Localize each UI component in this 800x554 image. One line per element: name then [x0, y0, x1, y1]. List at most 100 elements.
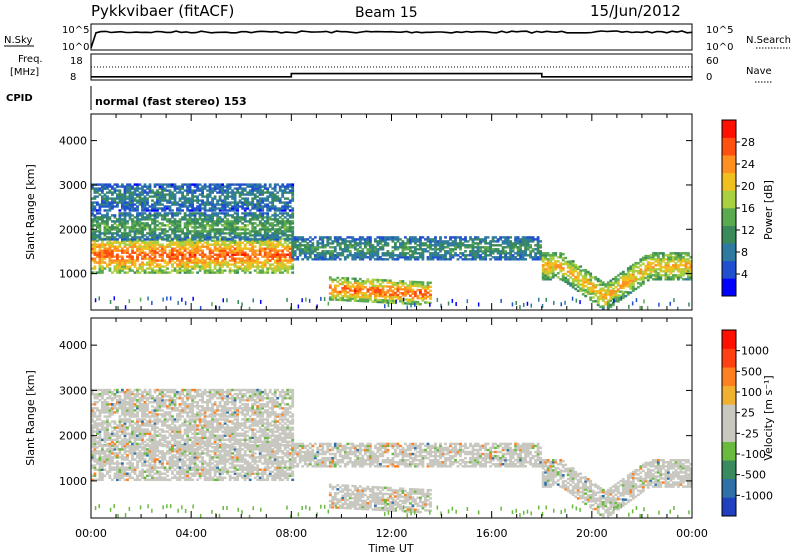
power-cell: [196, 251, 199, 254]
power-cell: [273, 234, 277, 237]
power-cell: [201, 249, 204, 252]
power-cell: [516, 250, 520, 253]
power-cell: [263, 224, 267, 227]
power-cell: [451, 236, 455, 239]
power-cell: [519, 254, 522, 257]
power-cell: [361, 292, 365, 295]
power-cell: [211, 302, 213, 307]
power-cell: [173, 197, 177, 200]
power-cell: [346, 248, 350, 251]
power-cell: [381, 299, 385, 302]
power-cell: [183, 232, 187, 235]
power-cell: [328, 284, 332, 287]
power-cell: [128, 191, 132, 194]
power-cell: [193, 209, 197, 212]
power-cell: [218, 245, 222, 248]
power-cell: [188, 269, 192, 272]
power-cell: [196, 257, 199, 260]
power-cell: [188, 191, 192, 194]
power-cell: [283, 263, 287, 266]
power-cell: [168, 236, 172, 239]
power-cell: [353, 291, 357, 294]
power-cell: [108, 205, 112, 208]
velocity-cell: [126, 446, 129, 449]
power-cell: [228, 214, 232, 217]
power-cell: [594, 284, 598, 287]
power-cell: [243, 224, 247, 227]
power-cell: [168, 212, 172, 215]
power-cell: [203, 226, 207, 229]
power-cell: [575, 298, 578, 303]
power-cell: [183, 267, 187, 270]
power-cell: [519, 238, 522, 241]
power-cell: [576, 267, 580, 271]
power-cell: [384, 240, 387, 243]
power-cell: [193, 267, 197, 270]
power-cell: [266, 220, 270, 223]
power-cell: [596, 277, 600, 281]
power-cell: [286, 222, 290, 225]
power-cell: [108, 249, 112, 252]
power-cell: [291, 246, 295, 249]
power-cell: [158, 267, 162, 270]
power-cell: [424, 293, 427, 296]
velocity-cell: [138, 454, 142, 457]
power-cell: [153, 247, 157, 250]
power-cell: [646, 306, 649, 310]
power-cell: [348, 287, 352, 290]
power-cell: [341, 290, 345, 294]
power-cell: [258, 245, 262, 248]
power-cell: [281, 255, 285, 258]
power-cell: [321, 242, 325, 245]
power-cell: [218, 189, 222, 192]
power-cell: [611, 283, 615, 287]
power-cell: [248, 255, 252, 258]
power-cell: [386, 301, 390, 304]
power-cell: [389, 301, 392, 304]
power-cell: [123, 228, 127, 231]
power-cell: [251, 199, 255, 202]
power-cell: [148, 249, 152, 252]
power-cell: [364, 298, 367, 301]
power-cell: [231, 191, 234, 194]
power-cell: [664, 262, 668, 265]
power-cell: [238, 216, 242, 219]
power-cell: [371, 252, 375, 255]
velocity-cell: [136, 460, 139, 463]
power-cell: [266, 232, 270, 235]
power-cell: [141, 228, 144, 231]
power-cell: [191, 255, 194, 258]
power-cell: [601, 283, 605, 286]
power-cell: [358, 250, 362, 253]
power-cell: [91, 197, 94, 200]
power-cell: [404, 298, 407, 301]
power-cell: [101, 271, 104, 274]
power-cell: [161, 222, 164, 225]
power-cell: [271, 247, 275, 250]
power-cell: [551, 264, 555, 267]
power-cell: [158, 255, 162, 258]
power-cell: [148, 205, 152, 208]
power-cell: [161, 271, 164, 274]
power-cell: [208, 271, 212, 274]
power-cell: [251, 249, 255, 252]
power-cell: [131, 239, 134, 242]
power-cell: [233, 228, 237, 231]
power-cell: [689, 274, 692, 277]
power-cell: [506, 252, 510, 255]
power-cell: [338, 248, 342, 251]
power-cell: [474, 258, 477, 261]
power-cell: [576, 271, 580, 274]
power-cell: [166, 243, 169, 246]
power-cell: [243, 243, 247, 246]
power-cell: [343, 244, 347, 247]
power-cell: [659, 264, 663, 267]
power-cell: [123, 216, 127, 219]
power-cell: [121, 185, 124, 188]
power-cell: [101, 183, 104, 186]
power-cell: [278, 259, 282, 262]
power-cell: [141, 209, 144, 212]
power-cell: [153, 216, 157, 219]
power-cell: [111, 199, 114, 202]
power-cell: [186, 197, 189, 200]
